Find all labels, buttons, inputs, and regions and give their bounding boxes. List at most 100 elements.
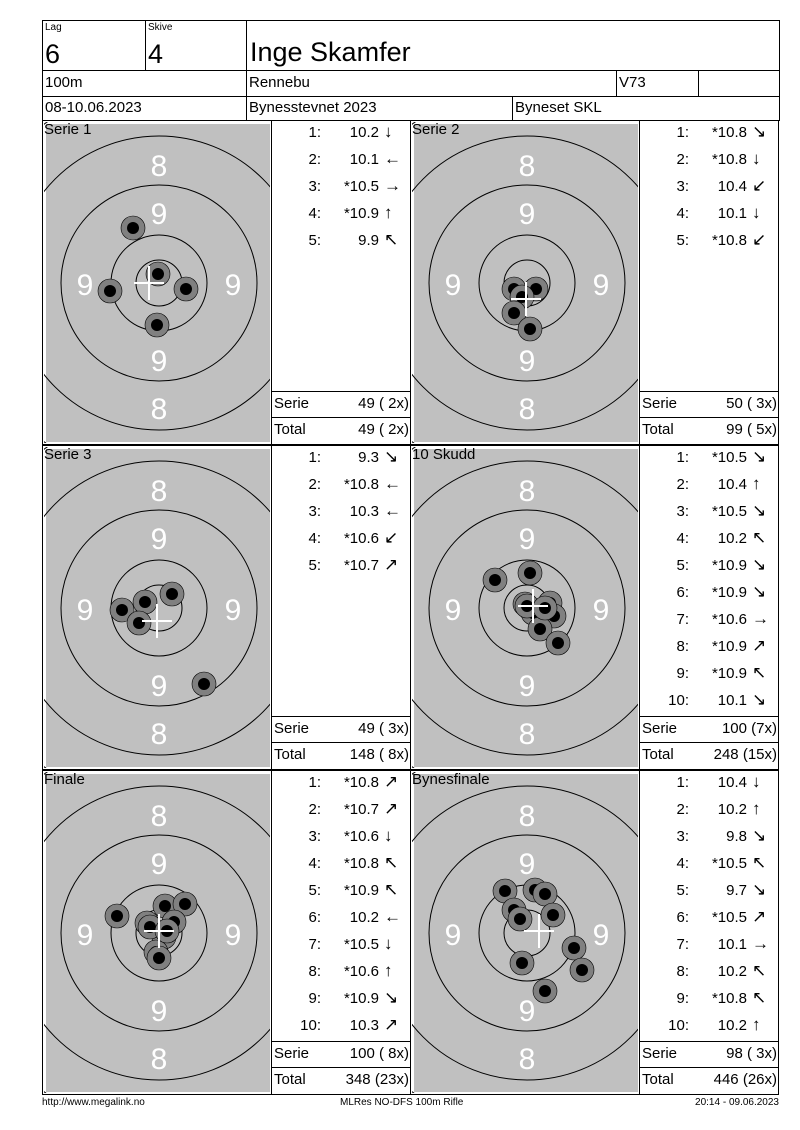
event: Bynesstevnet 2023	[249, 99, 377, 116]
shot-hole	[540, 902, 566, 928]
shot-list: 1: *10.8 ↗ 2: *10.7 ↗ 3: *10.6 ↓ 4: *10.8 ↖ 5: *10.9 ↖…	[272, 770, 411, 1095]
shot-score: *10.9	[711, 557, 747, 574]
shot-row: 6: 10.2 ←	[272, 907, 411, 936]
shot-hole	[517, 316, 543, 342]
ring-number: 9	[445, 594, 462, 627]
date-cell: 08-10.06.2023	[42, 96, 247, 121]
serie-value: 50 ( 3x)	[726, 395, 777, 412]
distance: 100m	[45, 74, 83, 91]
shot-number: 3:	[676, 828, 689, 845]
total-value: 348 (23x)	[345, 1071, 409, 1088]
total-value: 248 (15x)	[713, 746, 777, 763]
shot-row: 2: 10.1 ←	[272, 149, 411, 178]
ring-number: 9	[77, 269, 94, 302]
shot-direction-icon: ↗	[384, 1015, 399, 1034]
shot-row: 4: *10.9 ↑	[272, 203, 411, 232]
series-title: 10 Skudd	[412, 446, 476, 463]
total-label: Total	[642, 746, 674, 763]
shot-hole	[482, 567, 508, 593]
shot-row: 6: *10.5 ↗	[640, 907, 779, 936]
shot-row: 3: 10.3 ←	[272, 501, 411, 530]
target-ring	[412, 785, 638, 1081]
shot-hole	[132, 589, 158, 615]
shot-hole	[517, 560, 543, 586]
target-diagram: 8 8 9 9 9 9	[412, 122, 638, 443]
serie-value: 98 ( 3x)	[726, 1045, 777, 1062]
shot-direction-icon: ↑	[752, 474, 761, 493]
shot-direction-icon: ↖	[752, 961, 767, 980]
target-ring	[428, 834, 626, 1032]
shot-direction-icon: →	[752, 609, 769, 628]
target-ring	[110, 884, 208, 982]
target-view: 8 8 9 9 9 9 Serie 3	[42, 445, 272, 770]
shot-score: *10.6	[711, 611, 747, 628]
series-title: Serie 1	[44, 121, 92, 138]
group-center-cross	[511, 282, 541, 316]
shot-score: 10.2	[349, 909, 379, 926]
shot-row: 3: 10.4 ↙	[640, 176, 779, 205]
shot-row: 2: 10.2 ↑	[640, 799, 779, 828]
target-ring	[60, 184, 258, 382]
shot-row: 6: *10.9 ↘	[640, 582, 779, 611]
shot-direction-icon: ←	[384, 907, 401, 926]
shot-direction-icon: ←	[384, 501, 401, 520]
footer-printed: 20:14 - 09.06.2023	[695, 1097, 779, 1108]
shot-direction-icon: ↘	[752, 690, 767, 709]
total-label: Total	[642, 1071, 674, 1088]
shot-hole	[173, 276, 199, 302]
shot-list: 1: 10.4 ↓ 2: 10.2 ↑ 3: 9.8 ↘ 4: *10.5 ↖ 5: 9.7 ↘ 6: *10.…	[640, 770, 779, 1095]
shot-number: 4:	[308, 205, 321, 222]
shot-score: 10.4	[717, 774, 747, 791]
shot-row: 5: *10.7 ↗	[272, 555, 411, 584]
shot-number: 5:	[676, 557, 689, 574]
shot-row: 1: 10.4 ↓	[640, 772, 779, 801]
shot-row: 5: *10.9 ↖	[272, 880, 411, 909]
shooter-cell: Inge Skamfer	[246, 20, 780, 71]
shot-score: 10.4	[717, 178, 747, 195]
shot-hole	[126, 610, 152, 636]
series-panel: 8 8 9 9 9 9 Serie 1 1: 10.2 ↓ 2: 10.1 ← 3: *10.5 → 4: *10…	[42, 120, 411, 445]
shot-row: 10: 10.1 ↘	[640, 690, 779, 719]
group-center-cross	[524, 914, 554, 948]
group-center-cross	[144, 914, 174, 948]
serie-value: 100 (7x)	[721, 720, 777, 737]
shot-score: *10.9	[343, 990, 379, 1007]
shot-score: 10.2	[717, 801, 747, 818]
shot-row: 4: *10.6 ↙	[272, 528, 411, 557]
shot-score: *10.6	[343, 963, 379, 980]
shot-score: 10.2	[717, 1017, 747, 1034]
serie-sum-row: Serie 98 ( 3x)	[640, 1041, 778, 1068]
ring-number: 9	[151, 995, 168, 1028]
target-background	[414, 774, 638, 1092]
series-title: Finale	[44, 771, 85, 788]
shot-score: *10.9	[343, 205, 379, 222]
shot-direction-icon: ↗	[384, 772, 399, 791]
serie-sum-row: Serie 100 ( 8x)	[272, 1041, 410, 1068]
ring-number: 9	[151, 345, 168, 378]
ring-number: 8	[519, 718, 536, 751]
total-sum-row: Total 446 (26x)	[640, 1067, 778, 1094]
shot-direction-icon: ↙	[752, 176, 767, 195]
shot-number: 2:	[308, 801, 321, 818]
total-label: Total	[274, 1071, 306, 1088]
ring-number: 9	[445, 269, 462, 302]
shot-direction-icon: ↑	[752, 799, 761, 818]
series-title: Bynesfinale	[412, 771, 490, 788]
shot-number: 6:	[676, 584, 689, 601]
shot-row: 4: 10.2 ↖	[640, 528, 779, 557]
shot-row: 4: 10.1 ↓	[640, 203, 779, 232]
shot-row: 8: *10.6 ↑	[272, 961, 411, 990]
shot-row: 10: 10.3 ↗	[272, 1015, 411, 1044]
target-ring	[44, 135, 270, 431]
shot-score: *10.8	[711, 232, 747, 249]
lag-value: 6	[45, 39, 61, 69]
shot-row: 1: 10.2 ↓	[272, 122, 411, 151]
shot-number: 1:	[676, 449, 689, 466]
shot-score: 10.3	[349, 1017, 379, 1034]
skive-label: Skive	[148, 22, 173, 33]
shot-score: *10.9	[343, 882, 379, 899]
shot-row: 3: *10.5 →	[272, 176, 411, 205]
target-view: 8 8 9 9 9 9 Serie 1	[42, 120, 272, 445]
shot-direction-icon: ↑	[752, 1015, 761, 1034]
shot-number: 4:	[676, 855, 689, 872]
